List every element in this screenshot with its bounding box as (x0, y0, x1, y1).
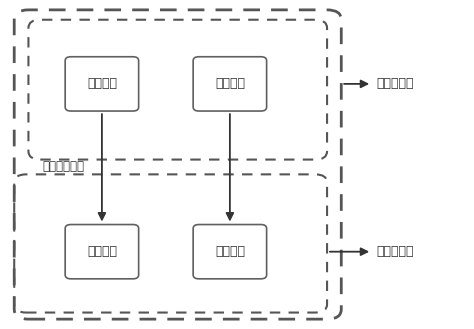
Text: 小米工厂: 小米工厂 (215, 77, 245, 90)
Text: 抽象工厂类: 抽象工厂类 (377, 77, 414, 90)
Text: 工厂生产产品: 工厂生产产品 (43, 160, 85, 173)
FancyBboxPatch shape (193, 57, 266, 111)
Text: 抽象产品类: 抽象产品类 (377, 245, 414, 258)
Text: 华为手机: 华为手机 (87, 245, 117, 258)
FancyBboxPatch shape (65, 57, 138, 111)
FancyBboxPatch shape (65, 224, 138, 279)
Text: 小米手机: 小米手机 (215, 245, 245, 258)
Text: 华为工厂: 华为工厂 (87, 77, 117, 90)
FancyBboxPatch shape (193, 224, 266, 279)
